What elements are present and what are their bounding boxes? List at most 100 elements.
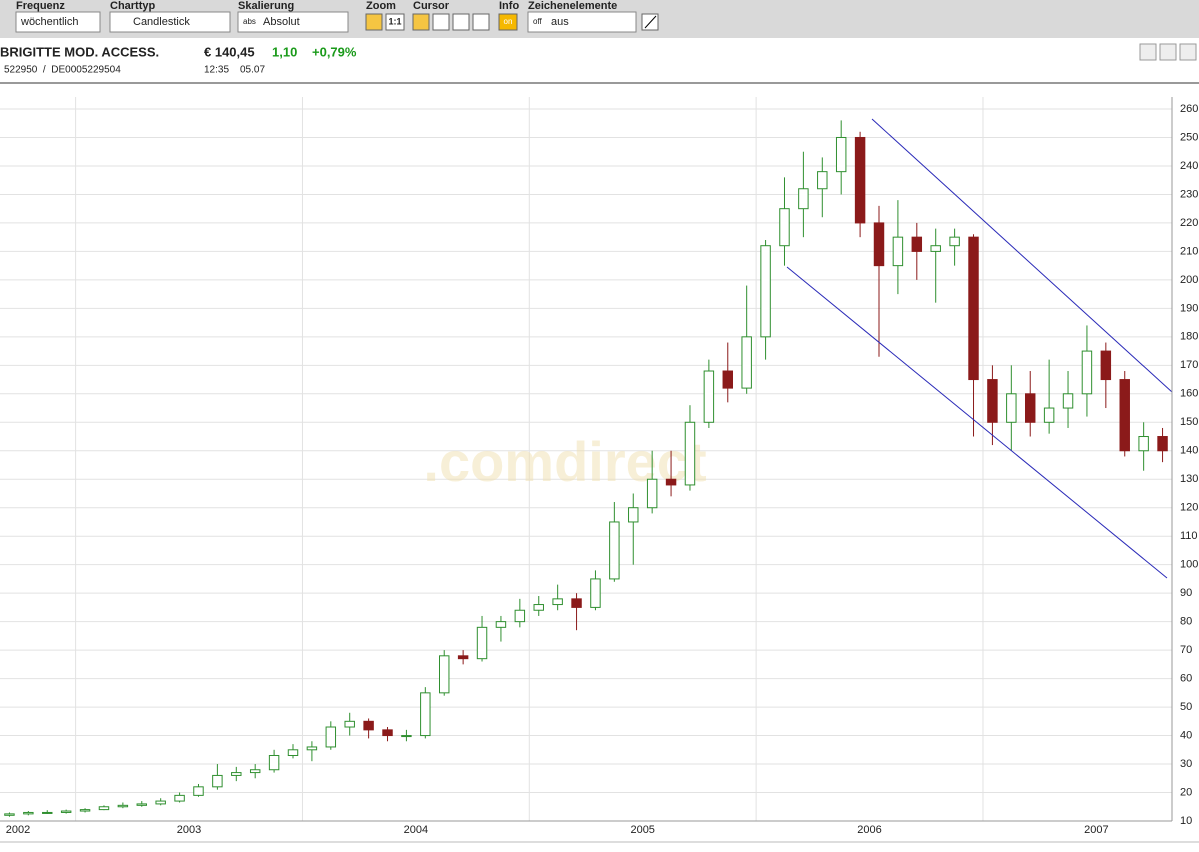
candle-body xyxy=(817,171,828,190)
candle-body xyxy=(363,720,374,731)
candle-body xyxy=(476,626,488,660)
dropdown-value: Absolut xyxy=(263,16,300,28)
icon-text: abs xyxy=(243,17,256,26)
x-tick-label: 2007 xyxy=(1084,824,1108,836)
candle-body xyxy=(571,598,582,608)
date: 05.07 xyxy=(240,65,265,76)
candle-body xyxy=(79,809,91,812)
x-tick-label: 2005 xyxy=(630,824,654,836)
cursor-button[interactable] xyxy=(432,13,450,31)
candle-body xyxy=(987,379,998,423)
label: Zeichenelemente xyxy=(528,0,617,12)
candle-body xyxy=(628,507,639,523)
instrument-name: BRIGITTE MOD. ACCESS. xyxy=(0,44,159,59)
y-tick-label: 190 xyxy=(1180,302,1198,314)
y-tick-label: 140 xyxy=(1180,445,1198,457)
dropdown[interactable] xyxy=(237,11,349,33)
cursor-button[interactable] xyxy=(472,13,490,31)
y-tick-label: 240 xyxy=(1180,160,1198,172)
candle-body xyxy=(325,726,337,748)
icon-button[interactable] xyxy=(1159,43,1177,61)
dropdown-value: aus xyxy=(551,16,569,28)
y-tick-label: 180 xyxy=(1180,331,1198,343)
candle-body xyxy=(722,370,734,389)
candles xyxy=(4,120,1168,817)
candle-body xyxy=(949,236,960,247)
candle-body xyxy=(609,521,620,580)
y-tick-label: 170 xyxy=(1180,359,1198,371)
candle-body xyxy=(892,236,904,267)
label: Cursor xyxy=(413,0,450,12)
candle-body xyxy=(212,774,223,788)
y-tick-label: 130 xyxy=(1180,473,1198,485)
button-text: on xyxy=(504,17,513,26)
candle-body xyxy=(174,794,185,802)
y-tick-label: 20 xyxy=(1180,786,1192,798)
candle-body xyxy=(684,421,696,486)
candle-body xyxy=(98,806,110,811)
candle-body xyxy=(1119,379,1130,452)
icon-button[interactable] xyxy=(1179,43,1197,61)
candle-body xyxy=(1062,393,1074,409)
label: Charttyp xyxy=(110,0,156,12)
y-tick-label: 160 xyxy=(1180,388,1198,400)
time: 12:35 xyxy=(204,65,229,76)
dropdown[interactable] xyxy=(15,11,101,33)
candle-body xyxy=(1006,393,1017,423)
dropdown[interactable] xyxy=(527,11,637,33)
cursor-button[interactable] xyxy=(412,13,430,31)
zoom-reset-button[interactable] xyxy=(385,13,405,31)
y-tick-label: 220 xyxy=(1180,217,1198,229)
candle-body xyxy=(1081,350,1093,395)
candle-body xyxy=(854,136,866,224)
candle-body xyxy=(401,735,412,738)
info-button[interactable] xyxy=(498,13,518,31)
x-tick-label: 2004 xyxy=(404,824,428,836)
y-tick-label: 230 xyxy=(1180,188,1198,200)
candle-body xyxy=(741,336,752,389)
change: 1,10 xyxy=(272,44,297,59)
candle-body xyxy=(835,136,847,173)
candle-body xyxy=(4,813,15,816)
candle-body xyxy=(665,478,677,486)
icon-button[interactable] xyxy=(1139,43,1157,61)
candle-body xyxy=(268,754,280,771)
price: € 140,45 xyxy=(204,44,255,59)
candle-body xyxy=(590,578,601,608)
watermark: .comdirect xyxy=(423,430,706,493)
candle-body xyxy=(798,188,809,210)
candle-body xyxy=(930,245,941,252)
candle-body xyxy=(514,609,526,623)
candle-body xyxy=(495,621,507,628)
label: Frequenz xyxy=(16,0,65,12)
y-tick-label: 60 xyxy=(1180,673,1192,685)
candle-body xyxy=(457,655,469,660)
cursor-button[interactable] xyxy=(452,13,470,31)
candle-body xyxy=(760,245,771,338)
trend-line xyxy=(786,266,1168,579)
label: Info xyxy=(499,0,519,12)
candle-body xyxy=(231,772,242,776)
y-tick-label: 100 xyxy=(1180,559,1198,571)
y-tick-label: 50 xyxy=(1180,701,1192,713)
zoom-button[interactable] xyxy=(365,13,383,31)
candle-body xyxy=(60,810,72,813)
candle-body xyxy=(1100,350,1112,381)
candle-body xyxy=(306,746,318,751)
plot-area xyxy=(0,97,1172,821)
dropdown[interactable] xyxy=(109,11,231,33)
candle-body xyxy=(968,236,979,381)
y-tick-label: 40 xyxy=(1180,729,1192,741)
x-tick-label: 2006 xyxy=(857,824,881,836)
candle-body xyxy=(1043,407,1055,423)
candle-body xyxy=(779,208,790,247)
icon-text: off xyxy=(533,17,543,26)
candle-body xyxy=(703,370,715,423)
y-tick-label: 250 xyxy=(1180,131,1198,143)
candle-body xyxy=(249,769,261,774)
button-text: 1:1 xyxy=(388,16,401,26)
candle-body xyxy=(911,236,923,252)
candle-body xyxy=(439,655,450,694)
candle-body xyxy=(420,692,431,737)
